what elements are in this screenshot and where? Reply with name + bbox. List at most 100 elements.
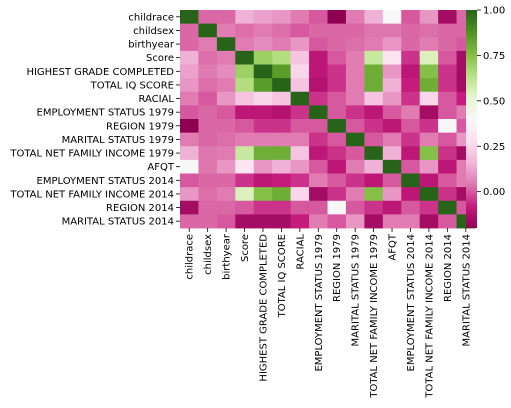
heatmap-cell — [309, 23, 328, 38]
heatmap-cell — [438, 200, 457, 215]
heatmap-cell — [345, 64, 365, 79]
heatmap-cell — [327, 214, 347, 229]
heatmap-cell — [198, 214, 218, 229]
colorbar-tick-label: 0.00 — [483, 187, 505, 198]
heatmap-cell — [216, 37, 236, 52]
heatmap-cell — [382, 105, 402, 120]
heatmap-cell — [235, 214, 255, 229]
heatmap-cell — [235, 37, 255, 52]
row-label: RACIAL — [138, 94, 174, 105]
heatmap-cell — [198, 200, 218, 215]
heatmap-cell — [382, 200, 402, 215]
column-label: MARITAL STATUS 1979 — [351, 234, 362, 346]
heatmap-cells — [180, 10, 476, 229]
heatmap-cell — [290, 173, 310, 188]
heatmap-cell — [401, 78, 421, 93]
heatmap-cell — [382, 78, 402, 93]
colorbar-ticks: 1.00 0.75 0.50 0.25 0.00 — [477, 6, 505, 198]
heatmap-cell — [198, 23, 218, 38]
row-label: REGION 2014 — [106, 203, 174, 214]
heatmap-cell — [327, 200, 347, 215]
heatmap-cell — [419, 78, 439, 93]
heatmap-cell — [198, 146, 218, 161]
heatmap-cell — [290, 64, 310, 79]
heatmap-cell — [364, 146, 384, 161]
heatmap-cell — [235, 64, 255, 79]
heatmap-cell — [382, 23, 402, 38]
row-label: EMPLOYMENT STATUS 1979 — [37, 108, 175, 119]
heatmap-cell — [253, 214, 273, 229]
heatmap-cell — [364, 187, 384, 202]
heatmap-cell — [364, 64, 384, 79]
column-label: Score — [240, 234, 251, 262]
heatmap-cell — [290, 105, 310, 120]
heatmap-cell — [216, 187, 236, 202]
heatmap-cell — [309, 50, 328, 65]
heatmap-cell — [419, 10, 439, 25]
heatmap-cell — [364, 23, 384, 38]
heatmap-cell — [253, 78, 273, 93]
heatmap-cell — [309, 187, 328, 202]
heatmap-cell — [419, 214, 439, 229]
heatmap-cell — [235, 146, 255, 161]
column-label: TOTAL IQ SCORE — [277, 234, 288, 318]
heatmap-cell — [290, 50, 310, 65]
row-label: TOTAL IQ SCORE — [90, 80, 174, 91]
heatmap-cell — [272, 78, 292, 93]
heatmap-cell — [198, 105, 218, 120]
heatmap-cell — [401, 119, 421, 134]
heatmap-cell — [419, 159, 439, 174]
heatmap-cell — [235, 119, 255, 134]
heatmap-cell — [235, 132, 255, 147]
heatmap-cell — [216, 23, 236, 38]
heatmap-cell — [180, 159, 199, 174]
heatmap-cell — [253, 187, 273, 202]
heatmap-cell — [272, 146, 292, 161]
heatmap-cell — [401, 105, 421, 120]
heatmap-cell — [364, 105, 384, 120]
heatmap-cell — [364, 173, 384, 188]
colorbar-tick-label: 1.00 — [483, 6, 505, 17]
heatmap-cell — [235, 91, 255, 106]
heatmap-cell — [309, 146, 328, 161]
heatmap-cell — [382, 173, 402, 188]
heatmap-cell — [253, 173, 273, 188]
heatmap-cell — [382, 50, 402, 65]
heatmap-cell — [180, 37, 199, 52]
column-label: TOTAL NET FAMILY INCOME 1979 — [369, 234, 380, 399]
heatmap-cell — [290, 132, 310, 147]
column-label: REGION 2014 — [443, 234, 454, 302]
heatmap-cell — [309, 10, 328, 25]
heatmap-cell — [309, 200, 328, 215]
heatmap-cell — [345, 146, 365, 161]
heatmap-cell — [253, 200, 273, 215]
heatmap-cell — [382, 91, 402, 106]
heatmap-cell — [272, 64, 292, 79]
heatmap-cell — [364, 37, 384, 52]
heatmap-cell — [345, 105, 365, 120]
column-labels: childrace childsex birthyear Score HIGHEST G… — [185, 228, 472, 399]
heatmap-cell — [438, 50, 457, 65]
heatmap-cell — [345, 119, 365, 134]
heatmap-cell — [198, 50, 218, 65]
heatmap-cell — [419, 105, 439, 120]
heatmap-cell — [438, 159, 457, 174]
heatmap-cell — [401, 64, 421, 79]
colorbar-tick-label: 0.75 — [483, 51, 505, 62]
heatmap-cell — [235, 187, 255, 202]
heatmap-cell — [253, 132, 273, 147]
heatmap-cell — [345, 214, 365, 229]
colorbar-gradient — [466, 10, 477, 228]
heatmap-cell — [382, 187, 402, 202]
heatmap-cell — [216, 159, 236, 174]
heatmap-cell — [198, 159, 218, 174]
heatmap-cell — [272, 132, 292, 147]
heatmap-cell — [327, 50, 347, 65]
heatmap-cell — [180, 78, 199, 93]
heatmap-cell — [272, 173, 292, 188]
heatmap-cell — [253, 91, 273, 106]
heatmap-cell — [216, 200, 236, 215]
heatmap-cell — [216, 132, 236, 147]
row-label: Score — [146, 53, 174, 64]
heatmap-cell — [364, 10, 384, 25]
